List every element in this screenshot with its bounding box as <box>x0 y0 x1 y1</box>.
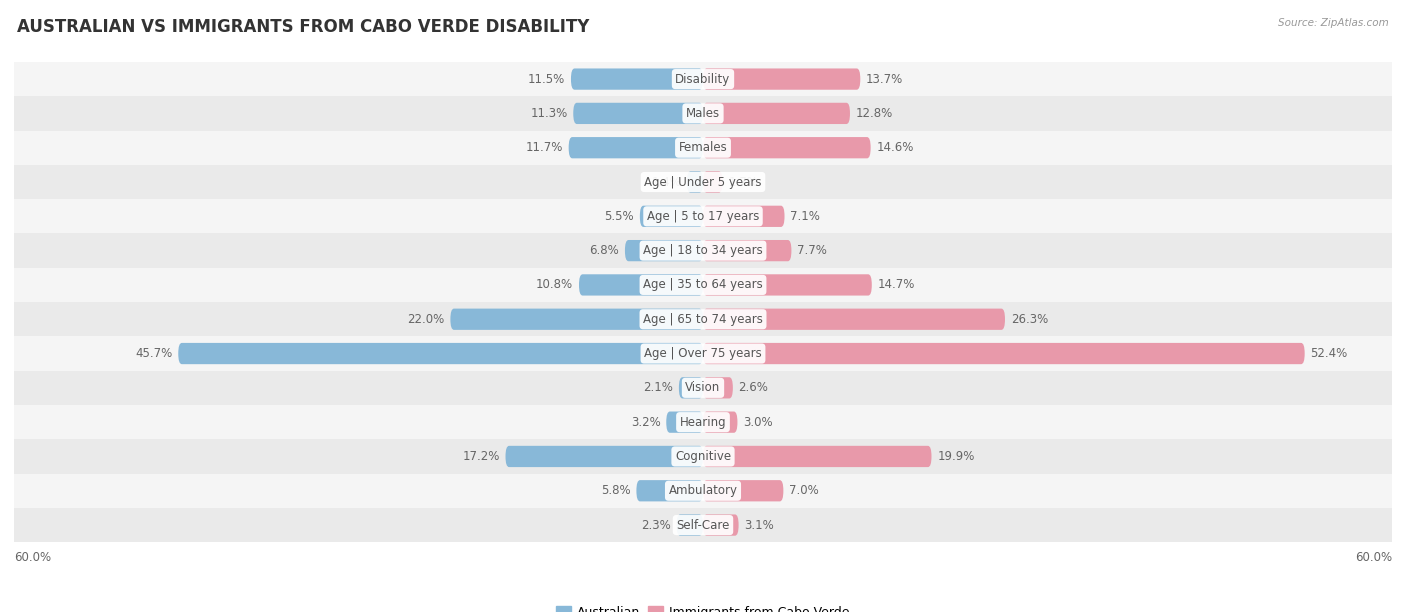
FancyBboxPatch shape <box>574 103 703 124</box>
FancyBboxPatch shape <box>679 377 703 398</box>
Text: Females: Females <box>679 141 727 154</box>
Text: 26.3%: 26.3% <box>1011 313 1047 326</box>
Text: Hearing: Hearing <box>679 416 727 428</box>
Text: 2.3%: 2.3% <box>641 518 671 532</box>
FancyBboxPatch shape <box>179 343 703 364</box>
Text: Age | 5 to 17 years: Age | 5 to 17 years <box>647 210 759 223</box>
FancyBboxPatch shape <box>14 302 1392 337</box>
FancyBboxPatch shape <box>703 308 1005 330</box>
Text: 5.8%: 5.8% <box>600 484 631 498</box>
FancyBboxPatch shape <box>703 274 872 296</box>
FancyBboxPatch shape <box>14 268 1392 302</box>
Text: 1.4%: 1.4% <box>651 176 681 188</box>
Text: AUSTRALIAN VS IMMIGRANTS FROM CABO VERDE DISABILITY: AUSTRALIAN VS IMMIGRANTS FROM CABO VERDE… <box>17 18 589 36</box>
FancyBboxPatch shape <box>624 240 703 261</box>
FancyBboxPatch shape <box>703 515 738 536</box>
FancyBboxPatch shape <box>676 515 703 536</box>
Text: 17.2%: 17.2% <box>463 450 499 463</box>
FancyBboxPatch shape <box>703 103 851 124</box>
FancyBboxPatch shape <box>703 411 738 433</box>
Text: 3.1%: 3.1% <box>744 518 775 532</box>
FancyBboxPatch shape <box>637 480 703 501</box>
Text: 52.4%: 52.4% <box>1310 347 1348 360</box>
FancyBboxPatch shape <box>14 199 1392 233</box>
Text: 6.8%: 6.8% <box>589 244 619 257</box>
Text: 7.1%: 7.1% <box>790 210 820 223</box>
Text: 1.7%: 1.7% <box>728 176 758 188</box>
Text: Age | Under 5 years: Age | Under 5 years <box>644 176 762 188</box>
FancyBboxPatch shape <box>14 405 1392 439</box>
Text: Vision: Vision <box>685 381 721 394</box>
FancyBboxPatch shape <box>640 206 703 227</box>
Text: Cognitive: Cognitive <box>675 450 731 463</box>
FancyBboxPatch shape <box>571 69 703 90</box>
FancyBboxPatch shape <box>14 371 1392 405</box>
Text: Age | 65 to 74 years: Age | 65 to 74 years <box>643 313 763 326</box>
Text: 2.1%: 2.1% <box>644 381 673 394</box>
FancyBboxPatch shape <box>666 411 703 433</box>
Text: Age | 35 to 64 years: Age | 35 to 64 years <box>643 278 763 291</box>
FancyBboxPatch shape <box>14 439 1392 474</box>
FancyBboxPatch shape <box>14 337 1392 371</box>
Text: 7.0%: 7.0% <box>789 484 818 498</box>
Text: Ambulatory: Ambulatory <box>668 484 738 498</box>
FancyBboxPatch shape <box>14 96 1392 130</box>
FancyBboxPatch shape <box>506 446 703 467</box>
Text: 3.0%: 3.0% <box>744 416 773 428</box>
FancyBboxPatch shape <box>450 308 703 330</box>
Text: 11.5%: 11.5% <box>529 73 565 86</box>
FancyBboxPatch shape <box>14 508 1392 542</box>
FancyBboxPatch shape <box>14 165 1392 199</box>
Text: 11.3%: 11.3% <box>530 107 568 120</box>
Text: Source: ZipAtlas.com: Source: ZipAtlas.com <box>1278 18 1389 28</box>
Text: 7.7%: 7.7% <box>797 244 827 257</box>
Text: 14.7%: 14.7% <box>877 278 915 291</box>
Text: 60.0%: 60.0% <box>14 551 51 564</box>
Text: 45.7%: 45.7% <box>135 347 173 360</box>
Text: 13.7%: 13.7% <box>866 73 903 86</box>
Text: 5.5%: 5.5% <box>605 210 634 223</box>
FancyBboxPatch shape <box>703 377 733 398</box>
Text: Age | Over 75 years: Age | Over 75 years <box>644 347 762 360</box>
FancyBboxPatch shape <box>579 274 703 296</box>
FancyBboxPatch shape <box>703 206 785 227</box>
FancyBboxPatch shape <box>703 171 723 193</box>
Text: 10.8%: 10.8% <box>536 278 574 291</box>
FancyBboxPatch shape <box>703 343 1305 364</box>
Text: 60.0%: 60.0% <box>1355 551 1392 564</box>
FancyBboxPatch shape <box>14 62 1392 96</box>
FancyBboxPatch shape <box>703 446 932 467</box>
Text: 14.6%: 14.6% <box>876 141 914 154</box>
FancyBboxPatch shape <box>14 130 1392 165</box>
Text: Self-Care: Self-Care <box>676 518 730 532</box>
Text: 19.9%: 19.9% <box>938 450 974 463</box>
Text: 2.6%: 2.6% <box>738 381 769 394</box>
FancyBboxPatch shape <box>568 137 703 159</box>
FancyBboxPatch shape <box>688 171 703 193</box>
Text: 3.2%: 3.2% <box>631 416 661 428</box>
Legend: Australian, Immigrants from Cabo Verde: Australian, Immigrants from Cabo Verde <box>551 601 855 612</box>
FancyBboxPatch shape <box>14 233 1392 268</box>
Text: Males: Males <box>686 107 720 120</box>
FancyBboxPatch shape <box>703 137 870 159</box>
Text: 12.8%: 12.8% <box>856 107 893 120</box>
FancyBboxPatch shape <box>703 240 792 261</box>
FancyBboxPatch shape <box>14 474 1392 508</box>
Text: 11.7%: 11.7% <box>526 141 562 154</box>
Text: Disability: Disability <box>675 73 731 86</box>
Text: Age | 18 to 34 years: Age | 18 to 34 years <box>643 244 763 257</box>
FancyBboxPatch shape <box>703 480 783 501</box>
Text: 22.0%: 22.0% <box>408 313 444 326</box>
FancyBboxPatch shape <box>703 69 860 90</box>
